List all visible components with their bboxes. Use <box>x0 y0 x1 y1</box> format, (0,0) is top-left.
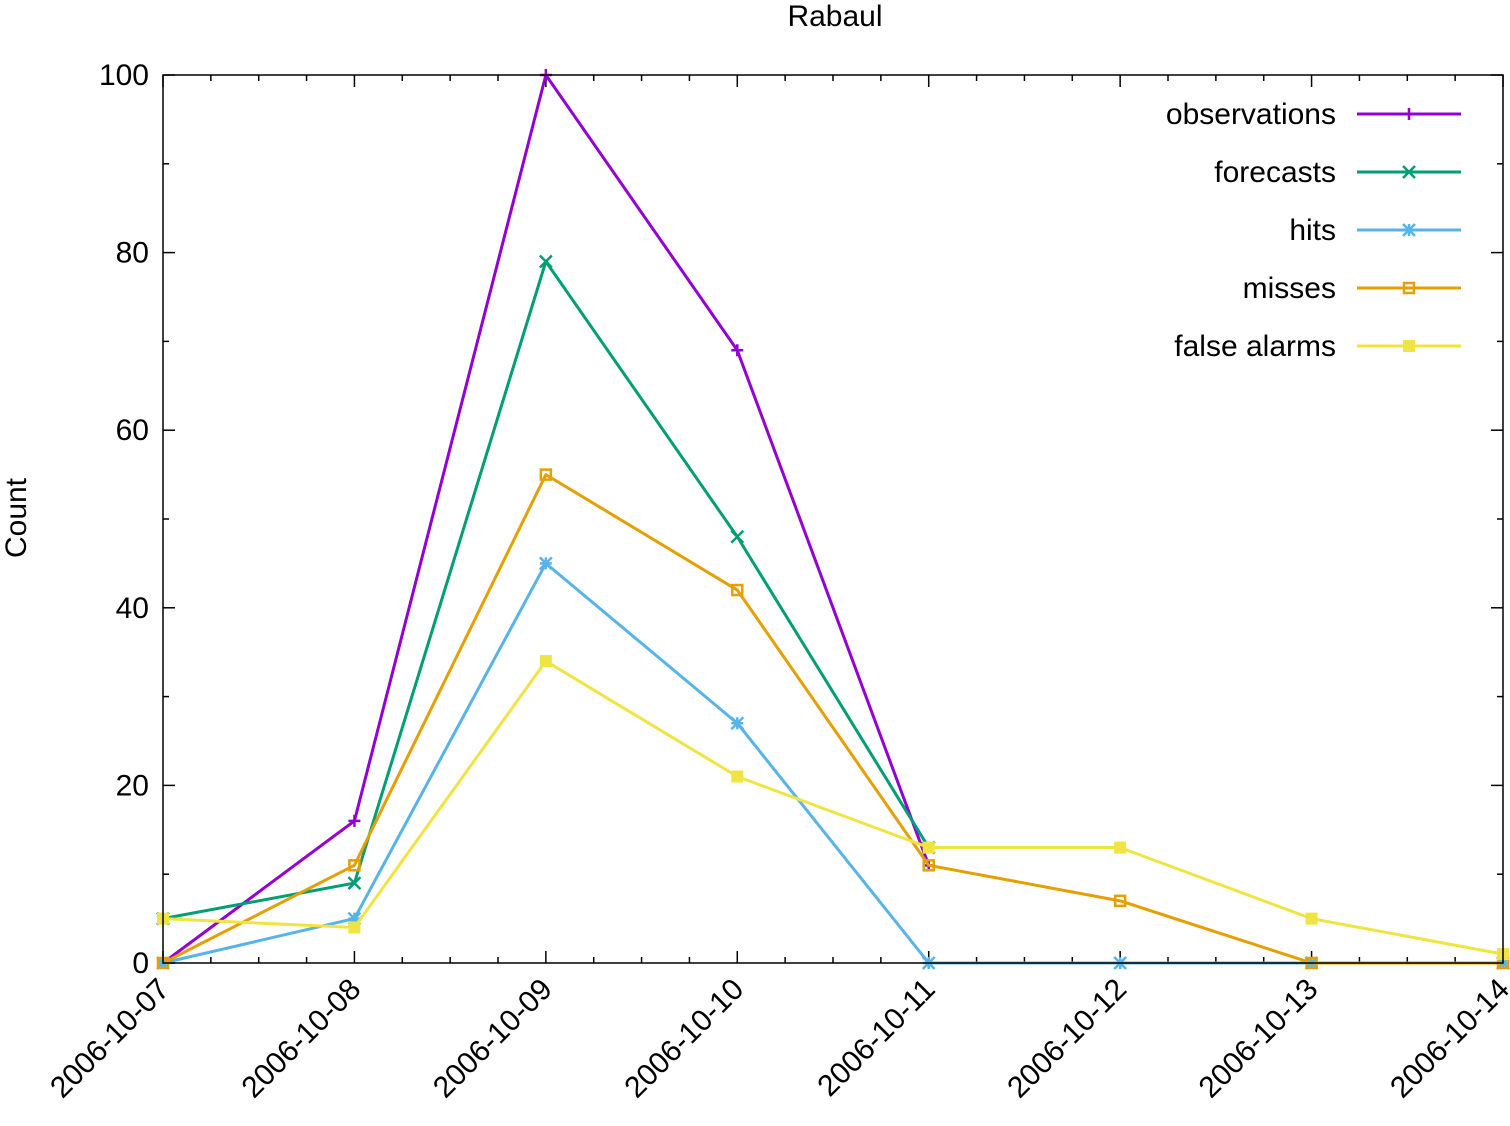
x-tick-label: 2006-10-11 <box>811 973 941 1103</box>
legend-marker <box>1403 340 1415 352</box>
x-tick-label: 2006-10-08 <box>236 973 368 1105</box>
series-line <box>162 659 1504 956</box>
x-tick-label: 2006-10-13 <box>1193 973 1325 1105</box>
x-tick-label: 2006-10-10 <box>618 973 750 1105</box>
legend-label: misses <box>1243 272 1336 305</box>
data-point <box>1305 912 1318 925</box>
data-point <box>347 876 362 890</box>
legend-label: hits <box>1289 214 1336 247</box>
legend-marker <box>1402 223 1416 237</box>
data-point <box>539 468 553 481</box>
x-tick-label: 2006-10-14 <box>1384 973 1510 1105</box>
y-tick-label: 60 <box>116 414 149 447</box>
data-point <box>922 859 935 872</box>
y-tick-label: 40 <box>116 592 149 625</box>
y-tick-label: 0 <box>132 947 149 980</box>
data-point <box>538 254 553 269</box>
data-point <box>348 921 361 934</box>
data-point <box>347 911 362 926</box>
x-tick-label: 2006-10-09 <box>427 973 559 1105</box>
legend-label: forecasts <box>1214 156 1336 189</box>
legend-marker <box>1402 165 1416 179</box>
data-point <box>731 344 744 357</box>
data-point <box>538 556 553 571</box>
data-point <box>1113 894 1127 908</box>
y-tick-label: 20 <box>116 769 149 802</box>
plot-frame <box>162 74 1504 964</box>
series-misses <box>156 468 1510 970</box>
y-tick-label: 80 <box>116 237 149 270</box>
series-group <box>156 69 1510 970</box>
data-point <box>731 583 744 597</box>
legend-marker <box>1403 108 1415 120</box>
legend-marker <box>1402 281 1416 295</box>
data-point <box>922 841 935 854</box>
data-point <box>348 814 361 827</box>
data-point <box>348 859 361 872</box>
data-point <box>539 655 552 668</box>
data-point <box>1114 841 1127 854</box>
y-axis-label: Count <box>0 477 33 558</box>
series-line <box>162 473 1503 965</box>
legend-label: observations <box>1166 98 1336 131</box>
legend: observations forecasts hits misses false ala… <box>1166 98 1461 363</box>
series-line <box>162 73 931 965</box>
series-line <box>162 561 1503 965</box>
data-point <box>731 770 744 783</box>
chart-title: Rabaul <box>787 0 882 33</box>
y-tick-label: 100 <box>99 59 149 92</box>
x-tick-label: 2006-10-07 <box>44 973 176 1105</box>
data-point <box>730 529 745 544</box>
legend-label: false alarms <box>1174 330 1336 363</box>
x-tick-label: 2006-10-12 <box>1001 973 1133 1105</box>
data-point <box>730 716 745 731</box>
series-hits <box>156 556 1510 970</box>
series-observations <box>157 69 935 969</box>
